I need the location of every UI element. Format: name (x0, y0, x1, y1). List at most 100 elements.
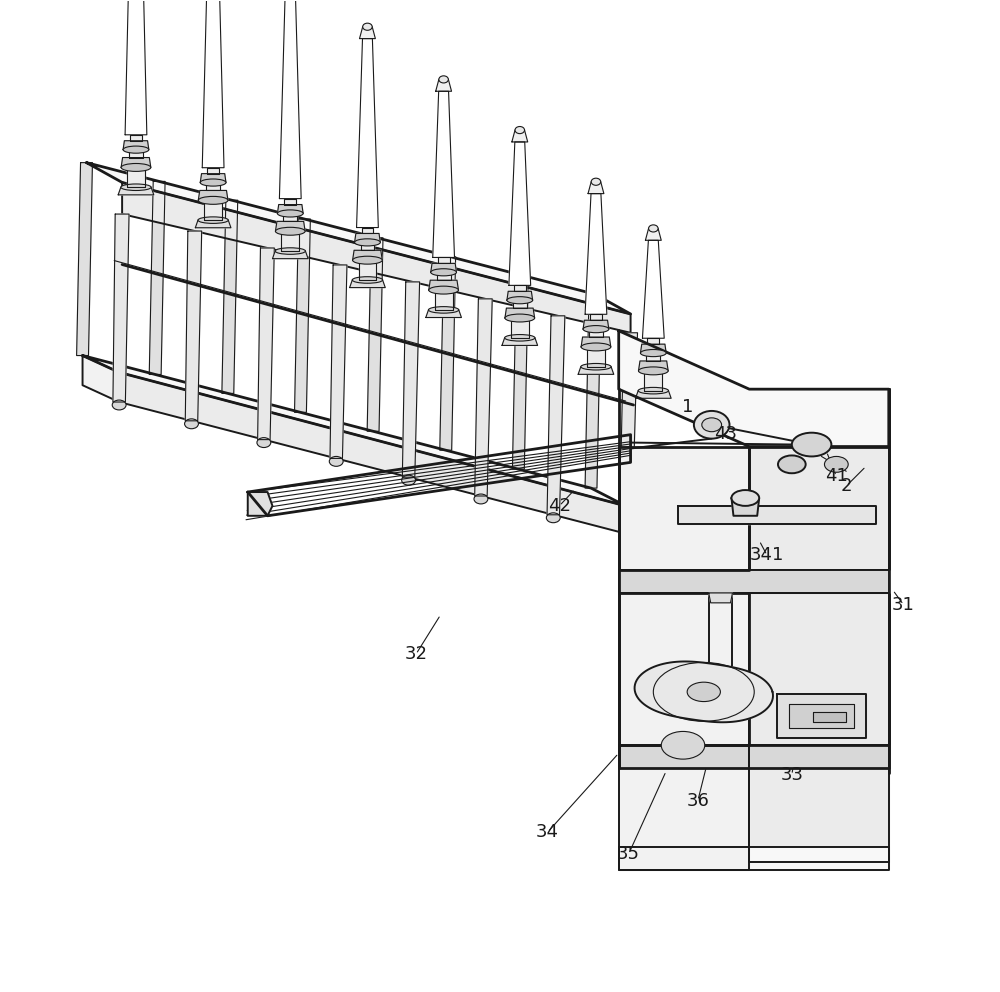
Polygon shape (87, 163, 631, 314)
Polygon shape (350, 280, 385, 288)
Polygon shape (709, 593, 732, 603)
Polygon shape (619, 330, 889, 446)
Polygon shape (202, 0, 224, 168)
Text: 35: 35 (617, 845, 640, 863)
Ellipse shape (275, 248, 305, 254)
Ellipse shape (439, 75, 448, 83)
Polygon shape (281, 231, 299, 251)
Polygon shape (619, 847, 889, 870)
Polygon shape (123, 141, 149, 150)
Polygon shape (507, 292, 533, 301)
Ellipse shape (429, 286, 458, 294)
Polygon shape (619, 593, 749, 745)
Polygon shape (638, 361, 668, 371)
Polygon shape (749, 745, 889, 862)
Polygon shape (581, 337, 611, 347)
Text: 341: 341 (750, 547, 784, 564)
Polygon shape (619, 745, 889, 768)
Polygon shape (295, 219, 310, 413)
Polygon shape (402, 282, 420, 477)
Polygon shape (130, 135, 142, 141)
Ellipse shape (474, 494, 488, 504)
Ellipse shape (581, 363, 611, 370)
Polygon shape (207, 168, 219, 174)
Polygon shape (647, 338, 659, 344)
Polygon shape (113, 214, 129, 402)
Ellipse shape (702, 418, 722, 432)
Ellipse shape (355, 239, 380, 246)
Ellipse shape (687, 682, 720, 701)
Ellipse shape (649, 225, 658, 232)
Ellipse shape (778, 455, 806, 473)
Polygon shape (436, 79, 452, 91)
Ellipse shape (277, 210, 303, 217)
Ellipse shape (731, 490, 759, 506)
Ellipse shape (112, 400, 126, 410)
Polygon shape (789, 703, 854, 728)
Ellipse shape (123, 146, 149, 153)
Polygon shape (640, 344, 666, 353)
Polygon shape (437, 272, 451, 280)
Polygon shape (547, 315, 565, 515)
Polygon shape (248, 492, 272, 516)
Ellipse shape (198, 217, 228, 223)
Text: 1: 1 (682, 398, 694, 416)
Polygon shape (118, 187, 154, 194)
Polygon shape (198, 190, 228, 200)
Polygon shape (511, 318, 529, 338)
Polygon shape (429, 280, 458, 290)
Ellipse shape (363, 23, 372, 31)
Polygon shape (645, 228, 661, 240)
Polygon shape (127, 168, 145, 187)
Polygon shape (77, 163, 92, 355)
Polygon shape (512, 130, 528, 142)
Polygon shape (619, 446, 749, 570)
Ellipse shape (591, 179, 601, 186)
Polygon shape (509, 142, 531, 286)
Ellipse shape (583, 325, 609, 332)
Polygon shape (360, 27, 375, 39)
Ellipse shape (661, 731, 705, 759)
Ellipse shape (546, 513, 560, 523)
Text: 43: 43 (714, 425, 737, 442)
Polygon shape (353, 250, 382, 260)
Polygon shape (357, 39, 378, 227)
Polygon shape (514, 286, 526, 292)
Text: 36: 36 (686, 792, 709, 809)
Polygon shape (777, 693, 866, 738)
Text: 42: 42 (548, 497, 571, 515)
Polygon shape (578, 367, 614, 374)
Polygon shape (588, 182, 604, 193)
Polygon shape (359, 260, 376, 280)
Polygon shape (636, 391, 671, 398)
Polygon shape (512, 276, 528, 469)
Polygon shape (435, 290, 453, 310)
Ellipse shape (431, 269, 456, 276)
Polygon shape (258, 248, 274, 439)
Ellipse shape (402, 475, 415, 485)
Polygon shape (505, 309, 535, 318)
Polygon shape (619, 745, 749, 870)
Polygon shape (119, 372, 626, 534)
Ellipse shape (638, 388, 668, 394)
Polygon shape (206, 183, 220, 190)
Polygon shape (284, 198, 296, 204)
Ellipse shape (507, 297, 533, 304)
Polygon shape (275, 221, 305, 231)
Polygon shape (583, 320, 609, 329)
Polygon shape (277, 204, 303, 213)
Polygon shape (330, 265, 347, 458)
Polygon shape (195, 220, 231, 228)
Polygon shape (129, 150, 143, 158)
Ellipse shape (581, 343, 611, 351)
Polygon shape (642, 240, 664, 338)
Polygon shape (502, 338, 538, 345)
Polygon shape (749, 593, 889, 745)
Polygon shape (362, 227, 373, 233)
Polygon shape (813, 711, 846, 721)
Ellipse shape (352, 277, 383, 284)
Ellipse shape (353, 256, 382, 264)
Text: 32: 32 (404, 645, 427, 664)
Text: 31: 31 (892, 596, 915, 614)
Polygon shape (433, 91, 454, 258)
